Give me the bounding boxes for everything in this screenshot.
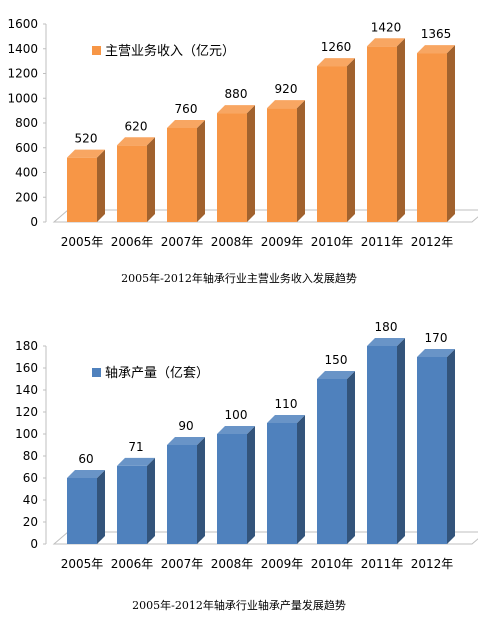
output-x-tick-label: 2007年 — [161, 557, 204, 571]
output-legend-swatch — [92, 368, 101, 377]
revenue-x-tick-label: 2006年 — [111, 235, 154, 249]
output-bar — [417, 349, 455, 544]
output-data-label: 100 — [225, 408, 248, 422]
output-legend: 轴承产量（亿套） — [92, 365, 209, 381]
revenue-data-label: 920 — [275, 82, 298, 96]
output-bar — [217, 426, 255, 544]
output-y-tick-label: 0 — [30, 537, 38, 551]
output-data-label: 110 — [275, 397, 298, 411]
revenue-x-tick-label: 2007年 — [161, 235, 204, 249]
revenue-data-label: 880 — [225, 87, 248, 101]
revenue-data-label: 1260 — [321, 40, 352, 54]
revenue-bar — [117, 137, 155, 222]
output-data-label: 150 — [325, 353, 348, 367]
output-bar — [367, 338, 405, 544]
output-data-label: 170 — [425, 331, 448, 345]
output-data-label: 60 — [78, 452, 93, 466]
revenue-y-tick-label: 1200 — [7, 67, 38, 81]
output-bar — [267, 415, 305, 544]
output-data-label: 90 — [178, 419, 193, 433]
output-y-tick-label: 80 — [23, 449, 38, 463]
revenue-y-tick-label: 200 — [15, 190, 38, 204]
revenue-bar — [417, 45, 455, 222]
output-chart-caption: 2005年-2012年轴承行业轴承产量发展趋势 — [132, 599, 346, 612]
output-bar — [117, 457, 155, 544]
output-data-label: 71 — [128, 440, 143, 454]
revenue-y-tick-label: 0 — [30, 215, 38, 229]
revenue-bar — [367, 38, 405, 223]
revenue-data-label: 620 — [125, 119, 148, 133]
output-y-tick-label: 60 — [23, 471, 38, 485]
output-y-tick-label: 160 — [15, 361, 38, 375]
revenue-bar — [267, 100, 305, 222]
output-x-tick-label: 2010年 — [311, 557, 354, 571]
output-y-tick-label: 180 — [15, 339, 38, 353]
revenue-data-label: 520 — [75, 132, 98, 146]
output-x-tick-label: 2009年 — [261, 557, 304, 571]
revenue-bar — [67, 149, 105, 222]
revenue-x-tick-label: 2008年 — [211, 235, 254, 249]
output-x-tick-label: 2008年 — [211, 557, 254, 571]
revenue-y-tick-label: 600 — [15, 141, 38, 155]
revenue-x-tick-label: 2010年 — [311, 235, 354, 249]
revenue-x-tick-label: 2009年 — [261, 235, 304, 249]
output-y-tick-label: 20 — [23, 515, 38, 529]
revenue-data-label: 760 — [175, 102, 198, 116]
revenue-bar — [167, 119, 205, 222]
revenue-x-tick-label: 2011年 — [361, 235, 404, 249]
revenue-legend: 主营业务收入（亿元） — [92, 43, 235, 59]
output-bar — [317, 371, 355, 544]
revenue-y-tick-label: 1600 — [7, 17, 38, 31]
revenue-y-tick-label: 1400 — [7, 42, 38, 56]
revenue-bar — [317, 58, 355, 223]
revenue-chart: 0 200 400 600 800 1000 1200 1400 1600 520 2005年 620… — [0, 0, 478, 258]
output-x-tick-label: 2005年 — [61, 557, 104, 571]
output-x-tick-label: 2012年 — [411, 557, 454, 571]
revenue-bar — [217, 105, 255, 222]
revenue-data-label: 1365 — [421, 27, 452, 41]
revenue-chart-svg: 0 200 400 600 800 1000 1200 1400 1600 520 2005年 620… — [7, 17, 478, 249]
revenue-y-tick-label: 1000 — [7, 91, 38, 105]
revenue-data-label: 1420 — [371, 20, 402, 34]
revenue-legend-label: 主营业务收入（亿元） — [105, 43, 235, 59]
revenue-chart-caption: 2005年-2012年轴承行业主营业务收入发展趋势 — [121, 272, 357, 285]
output-y-tick-label: 100 — [15, 427, 38, 441]
output-chart: 0 20 40 60 80 100 120 140 160 180 60 2005年 71 2006年 90… — [0, 322, 478, 580]
revenue-y-tick-label: 800 — [15, 116, 38, 130]
output-bar — [167, 437, 205, 544]
output-x-tick-label: 2006年 — [111, 557, 154, 571]
revenue-x-tick-label: 2005年 — [61, 235, 104, 249]
output-chart-svg: 0 20 40 60 80 100 120 140 160 180 60 2005年 71 2006年 90… — [15, 322, 478, 571]
output-legend-label: 轴承产量（亿套） — [105, 365, 209, 381]
revenue-legend-swatch — [92, 46, 101, 55]
output-bar — [67, 470, 105, 544]
revenue-y-tick-label: 400 — [15, 166, 38, 180]
output-y-tick-label: 40 — [23, 493, 38, 507]
output-y-tick-label: 140 — [15, 383, 38, 397]
revenue-x-tick-label: 2012年 — [411, 235, 454, 249]
output-data-label: 180 — [375, 322, 398, 334]
output-y-tick-label: 120 — [15, 405, 38, 419]
output-x-tick-label: 2011年 — [361, 557, 404, 571]
